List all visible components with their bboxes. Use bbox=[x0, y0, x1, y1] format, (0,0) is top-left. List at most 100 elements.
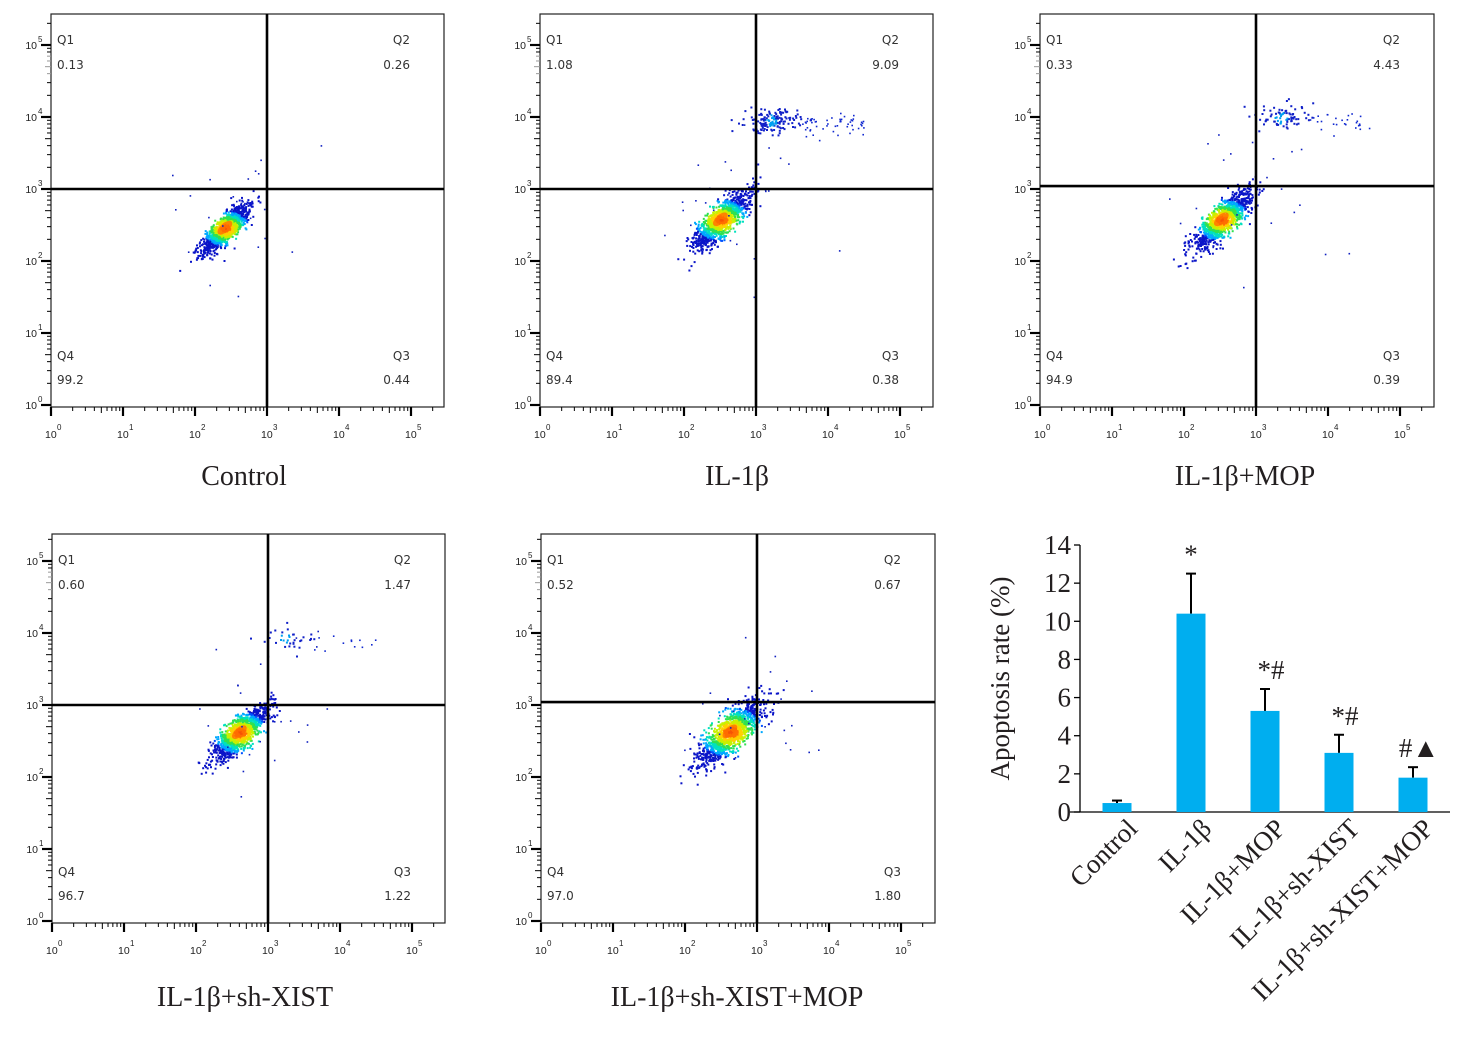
y-tick-label: 10 bbox=[1014, 184, 1026, 196]
flow-plot-4: Q10.52Q20.67Q497.0Q31.801001011021031041… bbox=[515, 533, 936, 1013]
y-tick-exponent: 5 bbox=[38, 35, 43, 44]
x-tick-exponent: 5 bbox=[906, 423, 911, 432]
flow-plot-1: Q11.08Q29.09Q489.4Q30.381001011021031041… bbox=[514, 13, 934, 492]
x-tick-label: 10 bbox=[190, 945, 202, 957]
y-tick-exponent: 1 bbox=[527, 323, 532, 332]
y-tick-label: 10 bbox=[26, 916, 38, 928]
quadrant-q1-label: Q1 bbox=[547, 553, 564, 567]
y-tick-exponent: 2 bbox=[38, 251, 43, 260]
significance-marker: * bbox=[1184, 540, 1198, 570]
x-tick-exponent: 0 bbox=[57, 423, 62, 432]
x-tick-exponent: 3 bbox=[1262, 423, 1267, 432]
y-tick-exponent: 4 bbox=[38, 107, 43, 116]
event-dots bbox=[1169, 98, 1371, 289]
quadrant-q2-label: Q2 bbox=[1383, 33, 1400, 47]
x-tick-exponent: 3 bbox=[274, 939, 279, 948]
y-tick-exponent: 0 bbox=[527, 395, 532, 404]
apoptosis-bar-chart: 0 2 4 6 8 10 12 14 Apoptosis rate (%) Control * IL-… bbox=[985, 530, 1450, 1007]
y-tick-label: 10 bbox=[515, 700, 527, 712]
x-tick-label: 10 bbox=[750, 429, 762, 441]
quadrant-q3-label: Q3 bbox=[882, 349, 899, 363]
quadrant-q2-percent: 9.09 bbox=[872, 58, 899, 72]
x-tick-exponent: 0 bbox=[58, 939, 63, 948]
quadrant-q2-percent: 0.67 bbox=[874, 578, 901, 592]
y-tick-label: 10 bbox=[514, 112, 526, 124]
y-tick-label: 10 bbox=[515, 772, 527, 784]
bar-4 bbox=[1398, 777, 1428, 812]
quadrant-q1-percent: 0.52 bbox=[547, 578, 574, 592]
bar-y-tick-label: 0 bbox=[1058, 797, 1072, 827]
y-tick-exponent: 0 bbox=[1027, 395, 1032, 404]
y-tick-exponent: 5 bbox=[528, 551, 533, 560]
x-tick-label: 10 bbox=[678, 429, 690, 441]
significance-marker: *# bbox=[1332, 701, 1360, 731]
quadrant-q4-percent: 89.4 bbox=[546, 373, 573, 387]
x-tick-label: 10 bbox=[1322, 429, 1334, 441]
quadrant-q4-label: Q4 bbox=[547, 865, 564, 879]
quadrant-q2-label: Q2 bbox=[882, 33, 899, 47]
quadrant-q2-percent: 0.26 bbox=[383, 58, 410, 72]
y-tick-exponent: 1 bbox=[39, 839, 44, 848]
quadrant-q2-percent: 4.43 bbox=[1373, 58, 1400, 72]
x-tick-label: 10 bbox=[822, 429, 834, 441]
quadrant-q1-percent: 1.08 bbox=[546, 58, 573, 72]
y-tick-label: 10 bbox=[26, 844, 38, 856]
y-tick-label: 10 bbox=[1014, 40, 1026, 52]
x-tick-exponent: 0 bbox=[1046, 423, 1051, 432]
x-tick-exponent: 5 bbox=[417, 423, 422, 432]
flow-cytometry-panels: Q10.13Q20.26Q499.2Q30.441001011021031041… bbox=[25, 13, 1435, 1013]
x-tick-label: 10 bbox=[46, 945, 58, 957]
quadrant-q2-label: Q2 bbox=[884, 553, 901, 567]
x-tick-label: 10 bbox=[534, 429, 546, 441]
bar-3 bbox=[1324, 752, 1354, 812]
x-tick-label: 10 bbox=[334, 945, 346, 957]
y-tick-exponent: 4 bbox=[39, 623, 44, 632]
y-tick-label: 10 bbox=[515, 844, 527, 856]
event-dots bbox=[197, 621, 377, 798]
plot-frame bbox=[50, 13, 445, 408]
flow-plot-title: IL-1β+sh-XIST+MOP bbox=[611, 982, 864, 1013]
y-tick-exponent: 2 bbox=[527, 251, 532, 260]
x-tick-label: 10 bbox=[405, 429, 417, 441]
quadrant-q2-label: Q2 bbox=[393, 33, 410, 47]
flow-plot-title: IL-1β+MOP bbox=[1175, 461, 1315, 492]
x-tick-exponent: 2 bbox=[691, 939, 696, 948]
y-tick-exponent: 2 bbox=[1027, 251, 1032, 260]
x-tick-exponent: 4 bbox=[346, 939, 351, 948]
quadrant-q4-label: Q4 bbox=[546, 349, 563, 363]
x-tick-exponent: 2 bbox=[201, 423, 206, 432]
y-tick-exponent: 3 bbox=[38, 179, 43, 188]
x-tick-label: 10 bbox=[1106, 429, 1118, 441]
x-tick-exponent: 1 bbox=[619, 939, 624, 948]
quadrant-q3-label: Q3 bbox=[394, 865, 411, 879]
quadrant-q3-percent: 0.44 bbox=[383, 373, 410, 387]
y-tick-exponent: 2 bbox=[528, 767, 533, 776]
x-tick-exponent: 4 bbox=[345, 423, 350, 432]
x-tick-exponent: 2 bbox=[1190, 423, 1195, 432]
y-tick-label: 10 bbox=[514, 184, 526, 196]
y-tick-label: 10 bbox=[1014, 328, 1026, 340]
y-tick-exponent: 0 bbox=[528, 911, 533, 920]
x-tick-exponent: 1 bbox=[130, 939, 135, 948]
quadrant-q3-label: Q3 bbox=[884, 865, 901, 879]
x-tick-exponent: 5 bbox=[1406, 423, 1411, 432]
y-tick-exponent: 1 bbox=[38, 323, 43, 332]
x-tick-label: 10 bbox=[895, 945, 907, 957]
flow-plot-title: IL-1β+sh-XIST bbox=[157, 982, 333, 1013]
y-tick-label: 10 bbox=[26, 628, 38, 640]
x-tick-exponent: 4 bbox=[835, 939, 840, 948]
y-tick-label: 10 bbox=[26, 556, 38, 568]
y-tick-label: 10 bbox=[25, 328, 37, 340]
bar-y-tick-label: 8 bbox=[1058, 644, 1072, 674]
y-tick-label: 10 bbox=[515, 556, 527, 568]
y-tick-exponent: 2 bbox=[39, 767, 44, 776]
bar-category-label: IL-1β+sh-XIST bbox=[1224, 813, 1366, 955]
y-tick-label: 10 bbox=[25, 112, 37, 124]
x-tick-exponent: 1 bbox=[129, 423, 134, 432]
